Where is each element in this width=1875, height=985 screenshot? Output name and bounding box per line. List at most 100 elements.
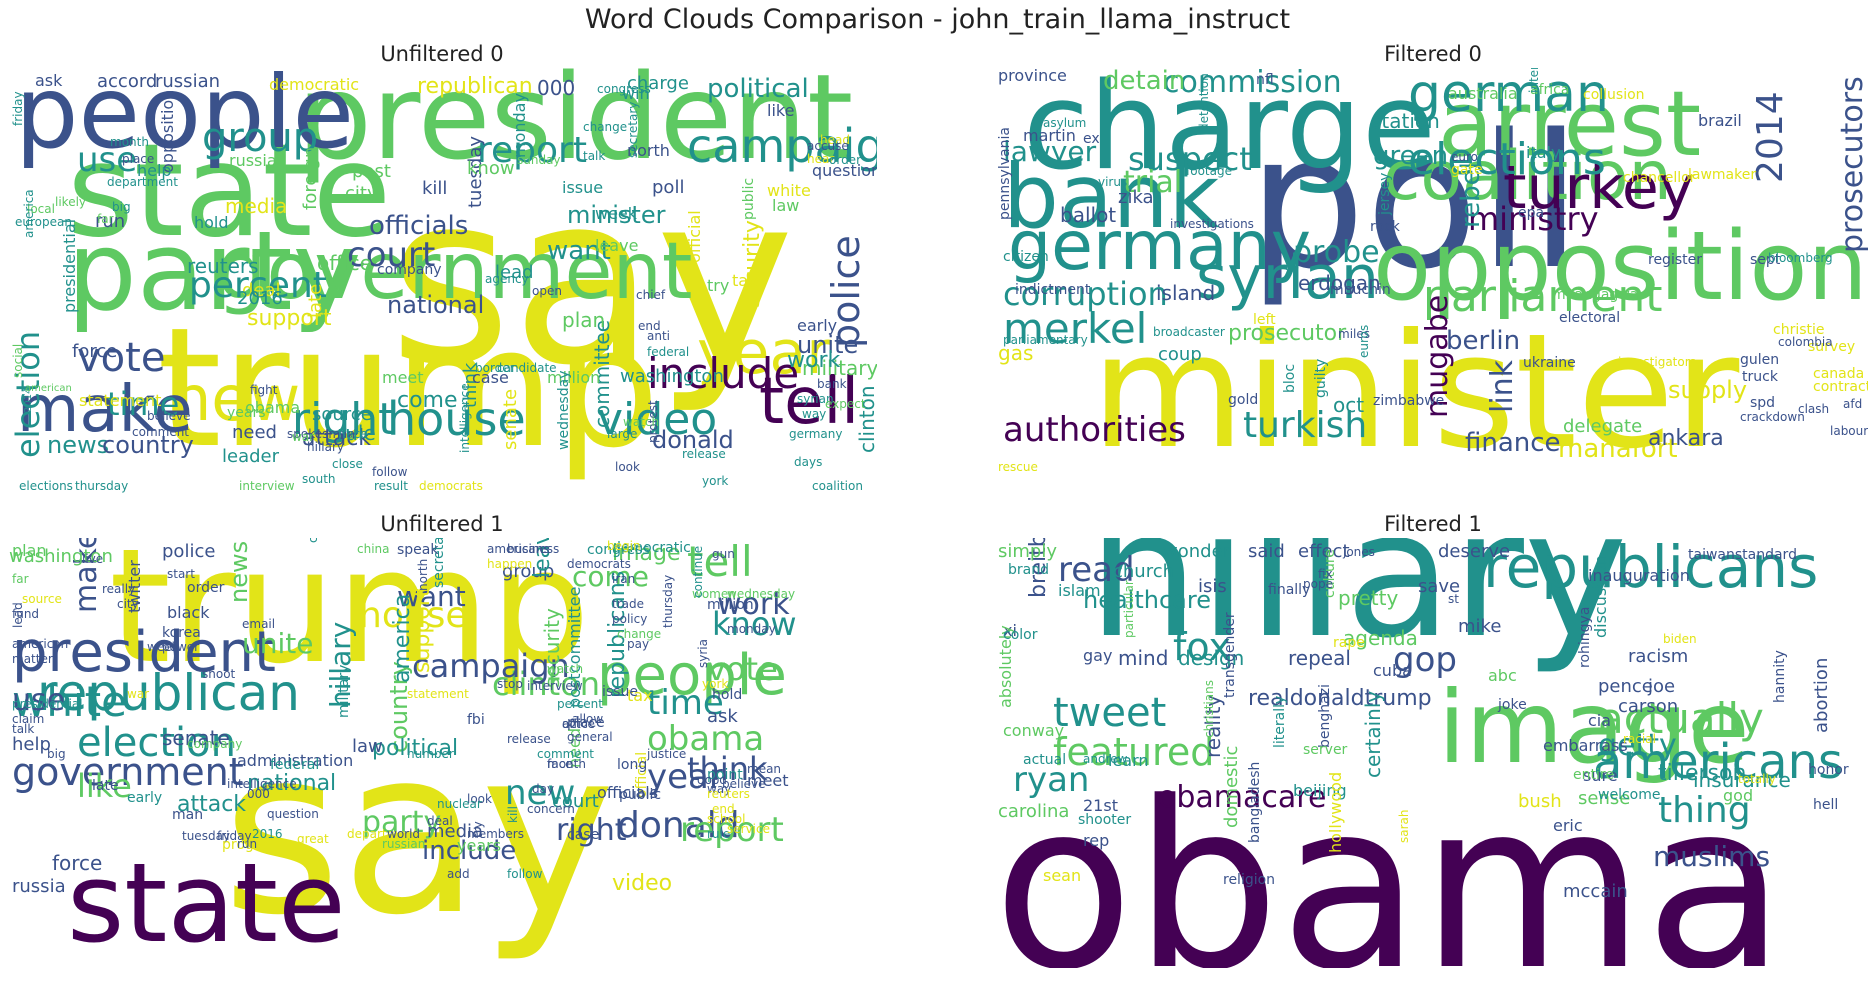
cloud-word: early: [127, 790, 163, 806]
cloud-word: house: [359, 595, 468, 636]
cloud-word: big: [47, 747, 66, 761]
cloud-word: parliament: [1423, 271, 1663, 322]
cloud-word: rule: [337, 421, 376, 445]
cloud-word: thursday: [75, 479, 129, 493]
cloud-word: month: [547, 757, 586, 771]
cloud-word: lead: [495, 262, 534, 283]
cloud-word: insurance: [1693, 768, 1791, 792]
cloud-word: jersey: [1377, 172, 1393, 215]
cloud-word: image: [1438, 669, 1750, 786]
cloud-word: place: [122, 152, 155, 166]
cloud-word: entire: [1573, 767, 1614, 783]
cloud-word: house: [387, 392, 526, 446]
cloud-word: large: [607, 427, 638, 441]
cloud-word: government: [217, 227, 693, 317]
cloud-word: sense: [1578, 788, 1631, 809]
cloud-word: church: [1113, 561, 1175, 582]
cloud-word: finance: [1465, 428, 1561, 458]
cloud-word: rock: [1370, 219, 1400, 235]
cloud-word: prosecutors: [1835, 76, 1868, 253]
cloud-word: far: [97, 212, 114, 226]
cloud-word: point: [707, 767, 743, 783]
cloud-word: spokesman: [287, 427, 356, 441]
cloud-word: know: [712, 605, 797, 643]
cloud-word: campaign: [687, 119, 877, 173]
cloud-word: intelligence: [227, 777, 297, 791]
cloud-word: domestic: [1221, 745, 1242, 828]
cloud-word: report: [680, 810, 784, 850]
cloud-word: likely: [55, 195, 87, 209]
cloud-word: zimbabwe: [1373, 393, 1445, 409]
cloud-word: brazil: [1698, 111, 1742, 130]
cloud-word: russia: [229, 151, 277, 170]
cloud-word: officials: [597, 783, 659, 802]
cloud-word: particular: [1122, 580, 1136, 638]
cloud-word: miles: [1338, 327, 1370, 341]
cloud-word: women: [692, 587, 736, 601]
cloud-word: monday: [727, 622, 776, 636]
cloud-word: attack: [177, 792, 247, 817]
cloud-word: gay: [1083, 646, 1113, 665]
cloud-word: brand: [1008, 562, 1049, 578]
cloud-word: erdogan: [1298, 271, 1381, 295]
cloud-word: labour: [1830, 424, 1868, 438]
cloud-word: release: [682, 447, 726, 461]
cloud-word: far: [12, 572, 29, 586]
cloud-word: political: [707, 74, 809, 104]
cloud-word: kill: [422, 178, 448, 199]
cloud-word: trump: [157, 292, 660, 484]
cloud-word: gun: [712, 547, 735, 561]
cloud-word: office: [562, 717, 595, 731]
cloud-word: xi: [1003, 621, 1017, 640]
cloud-word: martin: [1023, 126, 1076, 145]
cloud-word: washington: [9, 546, 113, 567]
cloud-word: turkish: [1243, 405, 1368, 446]
cloud-word: tuesday: [182, 829, 231, 843]
cloud-word: canada: [1813, 366, 1865, 382]
cloud-word: design: [1178, 646, 1245, 670]
cloud-word: democratic: [269, 75, 360, 94]
cloud-word: leave: [595, 236, 639, 255]
cloud-word: close: [332, 457, 363, 471]
cloud-word: war: [292, 430, 315, 444]
cloud-word: hollywood: [1326, 771, 1345, 853]
cloud-word: follow: [507, 867, 543, 881]
cloud-word: service: [727, 822, 770, 836]
cloud-word: station: [1371, 109, 1440, 133]
cloud-word: crackdown: [1740, 410, 1805, 424]
cloud-word: bangladesh: [1247, 761, 1263, 843]
cloud-word: law: [352, 736, 383, 757]
cloud-word: tell: [759, 365, 860, 439]
cloud-word: watch: [547, 662, 584, 676]
cloud-word: republicans: [1483, 538, 1819, 601]
cloud-word: syrian: [1196, 243, 1379, 313]
cloud-word: contract: [1813, 379, 1868, 395]
cloud-word: late: [92, 778, 119, 794]
cloud-word: kill: [506, 806, 520, 823]
cloud-word: claim: [12, 712, 45, 726]
cloud-word: law: [772, 196, 800, 215]
cloud-word: rohingya: [1577, 606, 1593, 668]
cloud-word: friday: [11, 91, 25, 126]
cloud-word: war: [127, 687, 150, 701]
cloud-word: right: [292, 394, 396, 445]
cloud-word: 2016: [237, 288, 283, 309]
cloud-word: save: [1418, 576, 1461, 597]
panel-title-unfiltered-1: Unfiltered 1: [380, 512, 504, 536]
cloud-word: republican: [37, 664, 300, 722]
cloud-word: plan: [562, 308, 606, 332]
cloud-word: presidential: [60, 218, 79, 313]
cloud-word: long: [617, 757, 648, 773]
cloud-word: unite: [797, 331, 859, 359]
figure-title: Word Clouds Comparison - john_train_llam…: [584, 4, 1291, 35]
cloud-word: investigators: [1618, 355, 1696, 369]
cloud-word: charge: [1023, 68, 1436, 197]
cloud-word: way: [802, 407, 827, 421]
cloud-word: question: [267, 807, 319, 821]
cloud-word: clinton: [492, 665, 601, 703]
cloud-word: abortion: [1811, 657, 1832, 733]
cloud-word: place: [567, 715, 605, 731]
cloud-word: parliamentary: [1003, 333, 1088, 347]
cloud-word: senate: [162, 726, 230, 750]
cloud-word: official: [685, 210, 704, 263]
